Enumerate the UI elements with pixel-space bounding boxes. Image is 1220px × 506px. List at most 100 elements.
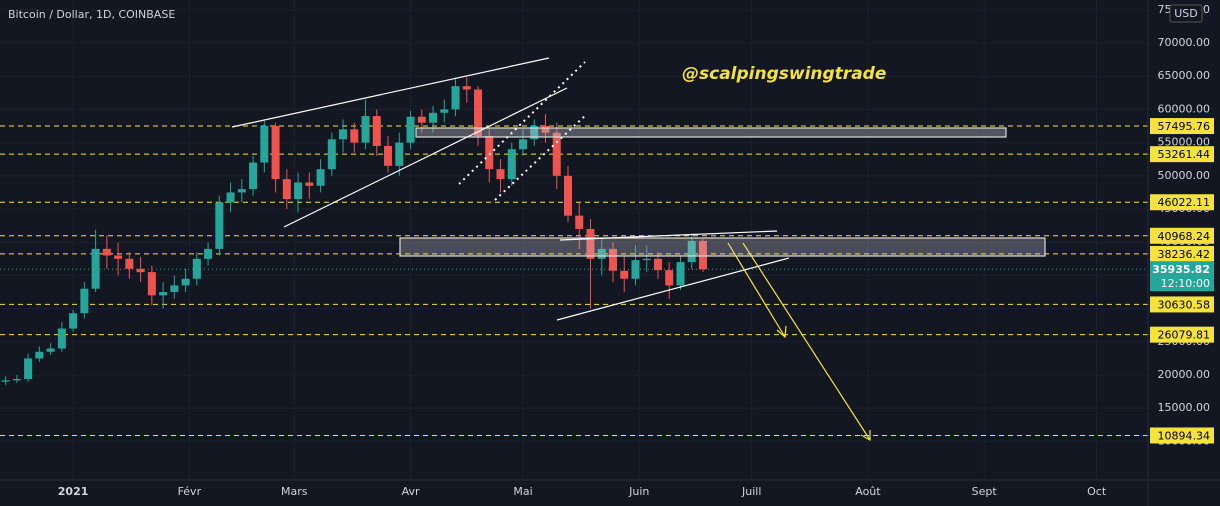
candle-body [451,86,460,110]
candle-body [676,262,685,286]
candle-body [698,240,707,270]
trend-line [231,57,550,128]
candle-body [204,248,213,259]
price-level-label: 57495.76 [1158,120,1211,133]
candle-body [575,215,584,229]
y-tick-label: 50000.00 [1158,169,1211,182]
candle-body [91,248,100,289]
candle-body [136,268,145,273]
candle-body [541,126,550,133]
price-level-box [1150,326,1214,343]
candle-body [642,258,651,261]
candle-body [294,182,303,200]
candle-body [620,270,629,279]
price-level-box [1150,427,1214,444]
candle-body [395,142,404,166]
candle-body [226,192,235,203]
watermark: @scalpingswingtrade [682,64,886,84]
price-level-label: 46022.11 [1158,196,1211,209]
candle-body [102,248,111,256]
candle-body [507,149,516,180]
candle-body [170,285,179,293]
candle-body [260,126,269,163]
candle-body [215,202,224,249]
candle-body [474,89,483,136]
price-level-box [1150,118,1214,135]
candle-body [24,358,33,380]
last-price-box [1150,261,1214,292]
candle-body [530,126,539,140]
price-level-box [1150,194,1214,211]
candle-body [305,182,314,186]
currency: USD [1174,7,1198,20]
candles [1,77,707,385]
axes: 10000.0015000.0020000.0025000.0030000.00… [58,3,1214,498]
candle-body [35,351,44,359]
candle-body [181,278,190,286]
candle-body [519,139,528,150]
x-tick-label: Mars [281,485,308,498]
candle-body [237,189,246,193]
candle-body [249,162,258,190]
candle-body [361,116,370,143]
price-level-label: 10894.34 [1158,429,1211,442]
candle-body [687,240,696,263]
price-level-label: 38236.42 [1158,248,1211,261]
currency-box [1169,4,1203,23]
candle-body [316,169,325,186]
last-price-label: 35935.82 [1152,263,1210,276]
price-level-box [1150,146,1214,163]
y-tick-label: 70000.00 [1158,36,1211,49]
candle-body [384,145,393,166]
x-tick-label: Août [855,485,881,498]
arrow [727,242,787,339]
candle-body [496,169,505,180]
candle-body [282,179,291,200]
price-level-box [1150,227,1214,244]
candle-body [114,255,123,259]
x-tick-label: 2021 [58,485,89,498]
x-tick-label: Avr [402,485,420,498]
grid [0,0,1148,480]
price-level-label: 26079.81 [1158,329,1211,342]
candle-body [271,126,280,180]
chart-title: Bitcoin / Dollar, 1D, COINBASE [8,8,175,21]
drawings [231,57,1046,442]
x-tick-label: Juill [741,485,761,498]
candle-body [372,116,381,146]
arrow [742,242,871,442]
candle-body [327,139,336,170]
candle-body [69,313,78,329]
candle-body [462,86,471,90]
candle-body [46,348,55,352]
zone [399,237,1046,257]
y-tick-label: 65000.00 [1158,69,1211,82]
candle-body [429,112,438,123]
x-tick-label: Oct [1087,485,1107,498]
y-tick-label: 15000.00 [1158,401,1211,414]
levels [0,125,1148,436]
y-tick-label: 55000.00 [1158,136,1211,149]
candle-body [125,258,134,269]
candle-body [608,248,617,271]
candle-body [159,292,168,296]
zone [415,127,1007,138]
candle-body [57,328,66,349]
candle-body [1,380,10,382]
candle-body [485,135,494,170]
candle-body [653,258,662,271]
price-level-label: 53261.44 [1158,148,1211,161]
candle-body [406,116,415,143]
y-tick-label: 20000.00 [1158,368,1211,381]
candle-body [597,248,606,259]
price-level-label: 40968.24 [1158,230,1211,243]
x-tick-label: Mai [513,485,532,498]
candle-body [564,175,573,216]
candle-body [631,260,640,279]
y-tick-label: 60000.00 [1158,102,1211,115]
candle-body [192,258,201,279]
trend-line [556,257,790,321]
x-tick-label: Févr [178,485,202,498]
price-level-box [1150,296,1214,313]
